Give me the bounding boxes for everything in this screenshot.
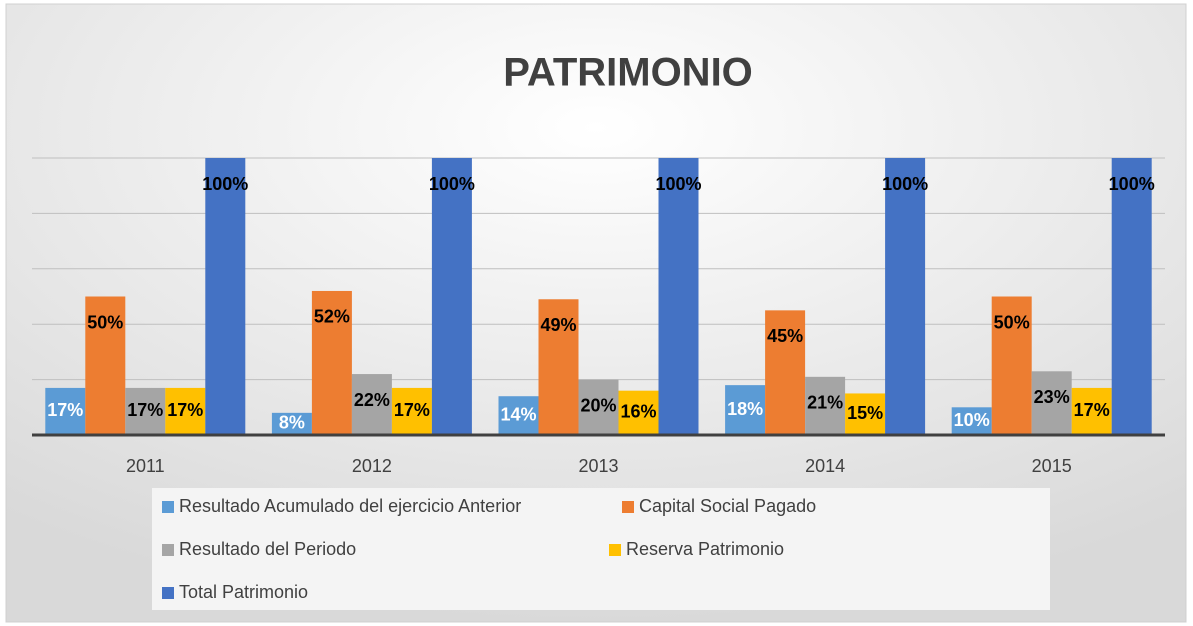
x-tick-label: 2011 [126, 456, 165, 476]
x-tick-label: 2013 [578, 456, 618, 476]
data-label: 23% [1034, 387, 1070, 407]
data-label: 50% [87, 312, 123, 332]
data-label: 100% [655, 174, 701, 194]
data-label: 8% [279, 413, 305, 433]
bar [431, 158, 472, 435]
legend-box [152, 488, 1050, 610]
data-label: 10% [954, 410, 990, 430]
bar [578, 379, 619, 435]
bar [725, 385, 766, 435]
chart-title: PATRIMONIO [503, 51, 753, 95]
bar [765, 310, 806, 435]
data-label: 21% [807, 393, 843, 413]
data-label: 22% [354, 390, 390, 410]
data-label: 14% [500, 404, 536, 424]
data-label: 100% [1109, 174, 1155, 194]
data-label: 52% [314, 307, 350, 327]
legend-label: Resultado del Periodo [179, 539, 356, 559]
bar [271, 412, 312, 435]
data-label: 17% [1074, 400, 1110, 420]
bar [885, 158, 926, 435]
x-tick-label: 2015 [1032, 456, 1072, 476]
legend-swatch [162, 587, 174, 599]
data-label: 100% [202, 174, 248, 194]
legend-swatch [162, 544, 174, 556]
data-label: 17% [394, 400, 430, 420]
bar [658, 158, 699, 435]
data-label: 17% [167, 400, 203, 420]
bar [951, 407, 992, 435]
bar [1111, 158, 1152, 435]
legend-swatch [622, 501, 634, 513]
bar [205, 158, 246, 435]
data-label: 100% [429, 174, 475, 194]
legend-label: Resultado Acumulado del ejercicio Anteri… [179, 496, 521, 516]
data-label: 20% [580, 395, 616, 415]
data-label: 49% [540, 315, 576, 335]
data-label: 16% [620, 402, 656, 422]
legend-label: Capital Social Pagado [639, 496, 816, 516]
x-tick-label: 2014 [805, 456, 845, 476]
bar [498, 396, 539, 435]
data-label: 100% [882, 174, 928, 194]
bar [538, 299, 579, 435]
bar [991, 296, 1032, 435]
bar [351, 374, 392, 435]
bar [391, 387, 432, 435]
bar [311, 290, 352, 435]
bar [618, 390, 659, 435]
bar [1031, 371, 1072, 435]
bar [45, 387, 86, 435]
legend-label: Reserva Patrimonio [626, 539, 784, 559]
bar [805, 376, 846, 435]
bar [85, 296, 126, 435]
legend-label: Total Patrimonio [179, 582, 308, 602]
legend-swatch [162, 501, 174, 513]
data-label: 17% [47, 400, 83, 420]
legend-swatch [609, 544, 621, 556]
data-label: 15% [847, 403, 883, 423]
bar [165, 387, 206, 435]
x-tick-label: 2012 [352, 456, 392, 476]
data-label: 17% [127, 400, 163, 420]
bar [845, 393, 886, 435]
bar [1071, 387, 1112, 435]
data-label: 18% [727, 399, 763, 419]
data-label: 45% [767, 326, 803, 346]
data-label: 50% [994, 312, 1030, 332]
bar [125, 387, 166, 435]
